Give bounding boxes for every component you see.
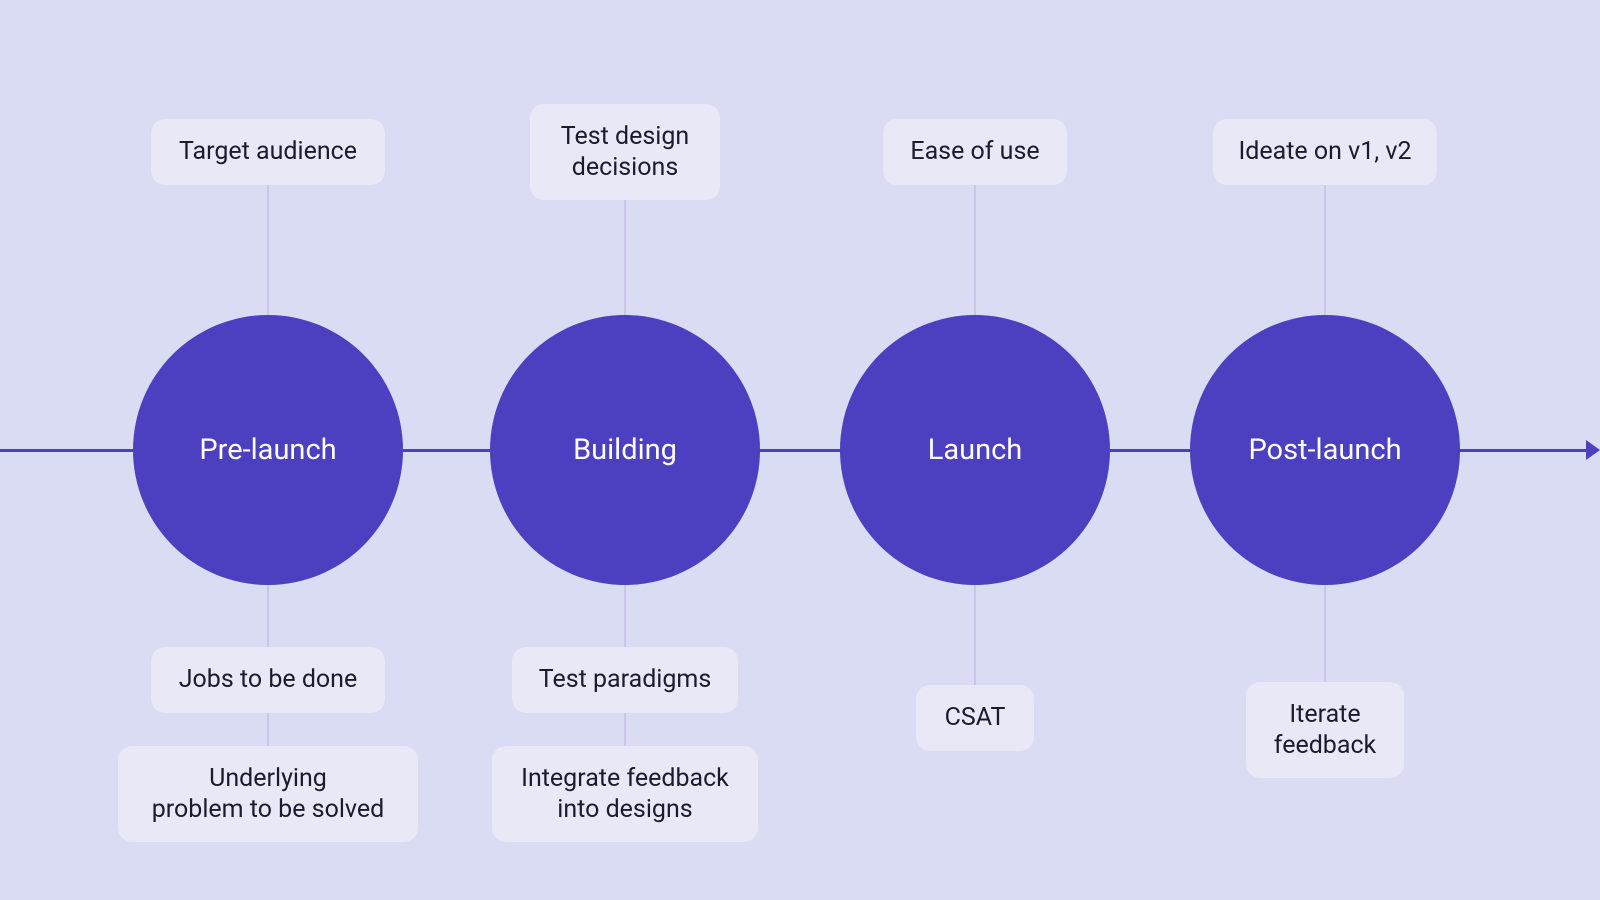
connector-line: [624, 713, 626, 746]
stage-label: Launch: [928, 433, 1023, 467]
connector-line: [267, 185, 269, 315]
pill-ease-of-use: Ease of use: [883, 119, 1067, 185]
pill-label: Jobs to be done: [179, 664, 358, 695]
stage-launch: Launch: [840, 315, 1110, 585]
connector-line: [267, 713, 269, 746]
pill-underlying-problem: Underlying problem to be solved: [118, 746, 418, 842]
connector-line: [624, 585, 626, 647]
pill-iterate-feedback: Iterate feedback: [1246, 682, 1404, 778]
connector-line: [1324, 185, 1326, 315]
pill-label: Iterate feedback: [1274, 699, 1376, 762]
pill-target-audience: Target audience: [151, 119, 385, 185]
stage-label: Pre-launch: [199, 433, 336, 467]
pill-test-design: Test design decisions: [530, 104, 720, 200]
pill-label: Target audience: [179, 136, 357, 167]
stage-building: Building: [490, 315, 760, 585]
stage-post-launch: Post-launch: [1190, 315, 1460, 585]
pill-label: Underlying problem to be solved: [152, 763, 384, 826]
pill-label: Ideate on v1, v2: [1238, 136, 1411, 167]
pill-ideate-v1v2: Ideate on v1, v2: [1213, 119, 1437, 185]
stage-label: Post-launch: [1248, 433, 1401, 467]
connector-line: [1324, 585, 1326, 682]
stage-pre-launch: Pre-launch: [133, 315, 403, 585]
connector-line: [267, 585, 269, 647]
connector-line: [974, 585, 976, 685]
pill-label: Integrate feedback into designs: [521, 763, 729, 826]
connector-line: [974, 185, 976, 315]
pill-label: CSAT: [945, 702, 1006, 733]
pill-csat: CSAT: [916, 685, 1034, 751]
timeline-arrow-icon: [1586, 440, 1600, 460]
stage-label: Building: [573, 433, 677, 467]
diagram-canvas: Pre-launch Building Launch Post-launch Targe…: [0, 0, 1600, 900]
pill-test-paradigms: Test paradigms: [512, 647, 738, 713]
pill-label: Test paradigms: [539, 664, 712, 695]
pill-label: Ease of use: [910, 136, 1039, 167]
pill-label: Test design decisions: [561, 121, 689, 184]
connector-line: [624, 200, 626, 315]
pill-jobs-to-be-done: Jobs to be done: [151, 647, 385, 713]
pill-integrate-feedback: Integrate feedback into designs: [492, 746, 758, 842]
